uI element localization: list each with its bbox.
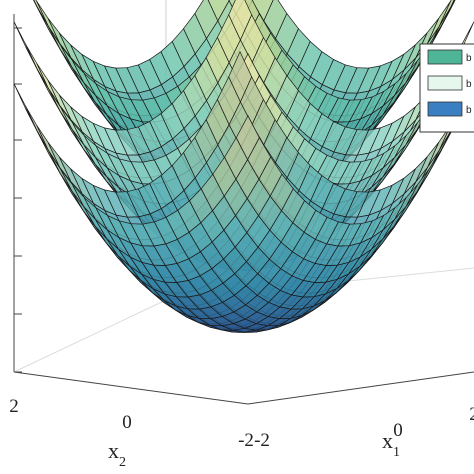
x2-tick-label: -2 — [238, 430, 254, 451]
surface-cell — [36, 62, 60, 106]
surface-3 — [13, 50, 474, 333]
x2-tick-label: 0 — [122, 412, 132, 433]
surface-cell — [33, 0, 38, 7]
x1-tick-label: -2 — [254, 430, 270, 451]
floor-edge-right — [247, 371, 474, 405]
legend-label: b — [466, 79, 472, 90]
legend-swatch — [427, 75, 463, 91]
surfaces — [13, 0, 474, 333]
legend: b b b — [419, 43, 474, 133]
legend-swatch — [427, 49, 463, 65]
axis-labels: x1 x2 — [108, 428, 400, 470]
x2-tick-label: 2 — [9, 396, 19, 417]
surface-cell — [235, 114, 260, 161]
x2-axis-label: x2 — [108, 438, 126, 470]
x1-tick-label: 2 — [469, 404, 474, 425]
surface-cell — [427, 0, 451, 44]
axis-ticks: 2 0 -2 -2 0 2 — [9, 396, 474, 451]
floor-edge-front — [13, 371, 249, 405]
legend-label: b — [466, 105, 472, 116]
legend-label: b — [466, 53, 472, 64]
surface-cell — [36, 0, 60, 44]
legend-swatch — [427, 101, 463, 117]
floor-edge-back-left — [13, 299, 167, 373]
surface-cell — [36, 124, 60, 168]
x1-axis-label: x1 — [382, 428, 400, 460]
surface-cell — [47, 79, 72, 121]
surface-cell — [47, 141, 72, 183]
z-ticks — [14, 27, 22, 373]
surface-cell — [47, 17, 72, 59]
x1-tick-label: 0 — [393, 420, 403, 441]
